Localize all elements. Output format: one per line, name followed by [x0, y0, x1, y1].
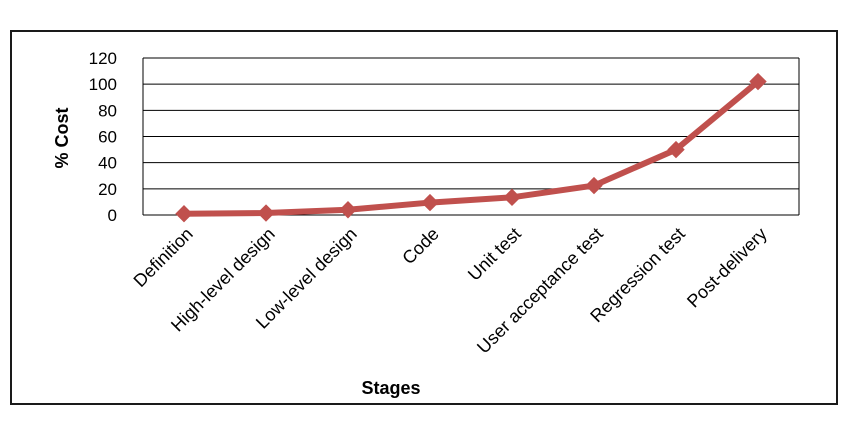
- x-category-label: Definition: [130, 224, 197, 291]
- chart-frame: [10, 30, 838, 405]
- x-category-label: Code: [398, 224, 443, 269]
- series-line: [181, 78, 761, 217]
- data-point-marker: [749, 72, 767, 91]
- series-group: [175, 72, 767, 223]
- x-category-label: Unit test: [464, 224, 525, 285]
- y-tick-label: 60: [98, 128, 117, 147]
- y-tick-label: 20: [98, 180, 117, 199]
- data-point-marker: [339, 201, 357, 219]
- data-point-marker: [175, 204, 193, 223]
- x-category-label: Post-delivery: [683, 224, 771, 312]
- data-point-marker: [585, 176, 603, 195]
- y-axis-title: % Cost: [52, 107, 72, 168]
- data-point-marker: [421, 193, 439, 212]
- data-point-marker: [257, 204, 275, 222]
- y-tick-label: 120: [89, 49, 117, 68]
- y-tick-label: 40: [98, 154, 117, 173]
- gridlines: [142, 57, 800, 216]
- y-tick-label: 100: [89, 75, 117, 94]
- x-axis-title: Stages: [361, 378, 420, 398]
- data-point-marker: [667, 140, 685, 159]
- y-tick-label: 0: [108, 206, 117, 225]
- data-point-marker: [503, 188, 521, 207]
- y-tick-labels: 0 20 40 60 80 100 120: [89, 49, 117, 225]
- y-tick-label: 80: [98, 101, 117, 120]
